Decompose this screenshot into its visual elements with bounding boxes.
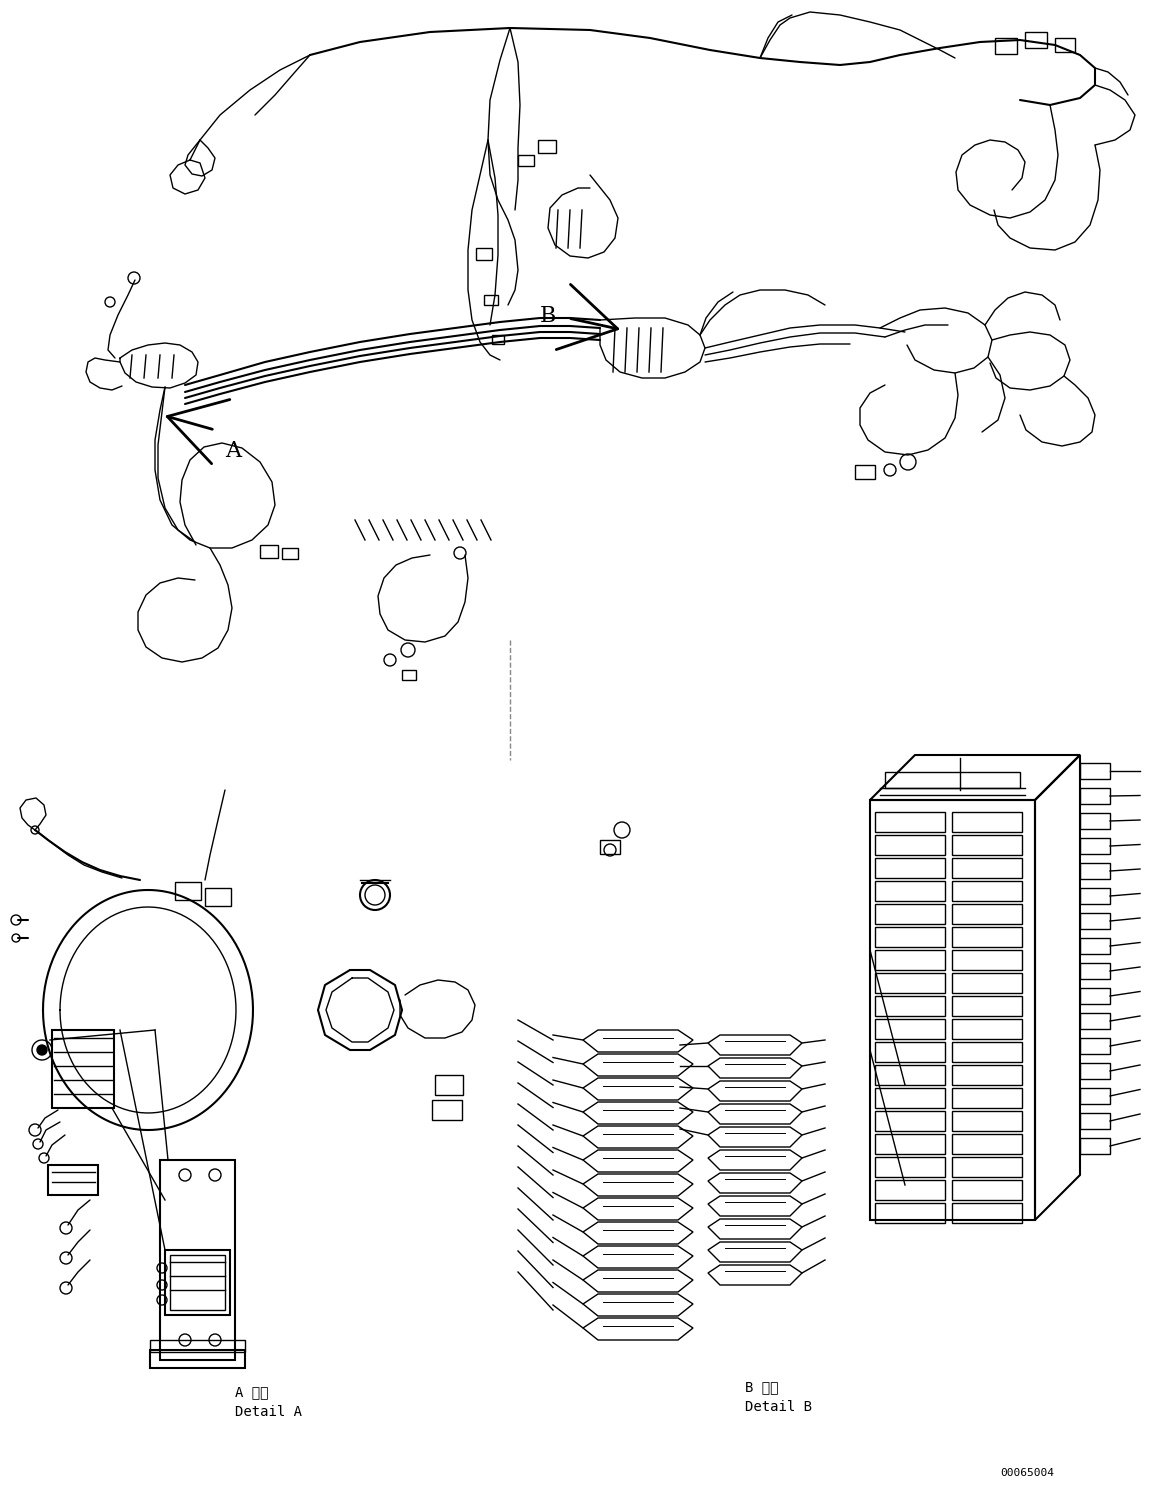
Bar bbox=[875, 1180, 946, 1199]
Bar bbox=[952, 835, 1022, 856]
Bar bbox=[431, 1100, 462, 1120]
Bar bbox=[996, 39, 1016, 54]
Bar bbox=[855, 464, 875, 479]
Bar bbox=[952, 1112, 1022, 1131]
Bar bbox=[52, 1030, 114, 1109]
Bar bbox=[492, 335, 504, 344]
Bar bbox=[875, 835, 946, 856]
Bar bbox=[952, 1134, 1022, 1155]
Bar bbox=[1080, 763, 1110, 780]
Bar bbox=[1080, 914, 1110, 929]
Text: A: A bbox=[224, 440, 241, 461]
Bar bbox=[1080, 812, 1110, 829]
Bar bbox=[952, 859, 1022, 878]
Bar bbox=[875, 995, 946, 1016]
Bar bbox=[875, 1202, 946, 1223]
Bar bbox=[952, 881, 1022, 902]
Bar bbox=[952, 1180, 1022, 1199]
Bar bbox=[1025, 33, 1047, 48]
Bar bbox=[875, 949, 946, 970]
Bar bbox=[875, 1019, 946, 1039]
Bar bbox=[875, 1088, 946, 1109]
Bar bbox=[261, 545, 278, 558]
Bar bbox=[952, 812, 1022, 832]
Bar bbox=[952, 1202, 1022, 1223]
Bar bbox=[875, 905, 946, 924]
Bar bbox=[281, 548, 298, 559]
Bar bbox=[952, 973, 1022, 992]
Text: B: B bbox=[540, 305, 556, 327]
Bar bbox=[952, 1158, 1022, 1177]
Bar bbox=[205, 888, 231, 906]
Bar bbox=[150, 1350, 245, 1367]
Bar bbox=[1080, 863, 1110, 879]
Bar bbox=[1080, 1013, 1110, 1030]
Bar bbox=[160, 1161, 235, 1360]
Bar bbox=[885, 772, 1020, 789]
Bar bbox=[870, 801, 1035, 1220]
Bar bbox=[875, 1158, 946, 1177]
Bar bbox=[875, 859, 946, 878]
Bar bbox=[875, 1065, 946, 1085]
Bar bbox=[875, 1134, 946, 1155]
Bar bbox=[538, 140, 556, 153]
Bar bbox=[952, 1042, 1022, 1062]
Bar bbox=[1055, 39, 1075, 52]
Bar bbox=[952, 1088, 1022, 1109]
Bar bbox=[476, 248, 492, 260]
Bar bbox=[150, 1341, 245, 1353]
Bar bbox=[952, 1065, 1022, 1085]
Bar bbox=[952, 905, 1022, 924]
Bar bbox=[600, 841, 620, 854]
Text: Detail A: Detail A bbox=[235, 1405, 302, 1420]
Bar bbox=[1080, 963, 1110, 979]
Bar bbox=[1080, 937, 1110, 954]
Bar bbox=[875, 927, 946, 946]
Text: 00065004: 00065004 bbox=[1000, 1469, 1054, 1478]
Bar bbox=[875, 1112, 946, 1131]
Bar bbox=[952, 949, 1022, 970]
Bar bbox=[170, 1254, 224, 1309]
Bar bbox=[875, 1042, 946, 1062]
Bar bbox=[952, 927, 1022, 946]
Bar bbox=[1080, 1088, 1110, 1104]
Bar bbox=[1080, 988, 1110, 1004]
Bar bbox=[952, 1019, 1022, 1039]
Text: Detail B: Detail B bbox=[745, 1400, 812, 1414]
Bar bbox=[1080, 789, 1110, 804]
Bar bbox=[875, 973, 946, 992]
Circle shape bbox=[37, 1045, 47, 1055]
Text: B 詳細: B 詳細 bbox=[745, 1379, 778, 1394]
Bar bbox=[48, 1165, 98, 1195]
Bar bbox=[402, 670, 416, 680]
Bar bbox=[435, 1074, 463, 1095]
Bar bbox=[1080, 1113, 1110, 1129]
Bar bbox=[1080, 1039, 1110, 1054]
Bar bbox=[1080, 838, 1110, 854]
Bar bbox=[1080, 1062, 1110, 1079]
Bar bbox=[1080, 888, 1110, 905]
Text: A 詳細: A 詳細 bbox=[235, 1385, 269, 1399]
Bar bbox=[875, 812, 946, 832]
Bar bbox=[952, 995, 1022, 1016]
Bar bbox=[875, 881, 946, 902]
Bar bbox=[518, 155, 534, 167]
Bar bbox=[1080, 1138, 1110, 1155]
Bar bbox=[165, 1250, 230, 1315]
Bar bbox=[174, 882, 201, 900]
Bar bbox=[484, 295, 498, 305]
